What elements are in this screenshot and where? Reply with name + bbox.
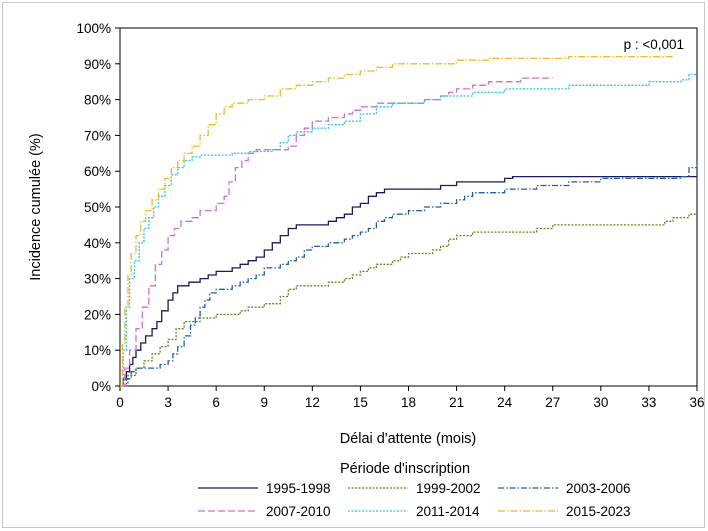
series-line-2003-2006 (120, 164, 698, 387)
plot-area (119, 27, 698, 387)
x-tick-label: 30 (593, 395, 608, 410)
y-tick-label: 20% (84, 307, 111, 322)
y-tick-label: 50% (84, 200, 111, 215)
x-tick-label: 21 (449, 395, 464, 410)
x-tick-label: 0 (116, 395, 124, 410)
legend-label-1999-2002: 1999-2002 (416, 481, 481, 496)
series-line-1999-2002 (120, 213, 697, 387)
x-tick-label: 9 (260, 395, 268, 410)
series-line-2015-2023 (120, 55, 673, 387)
series-line-2011-2014 (120, 73, 697, 387)
x-tick-label: 6 (212, 395, 220, 410)
y-tick-label: 60% (84, 164, 111, 179)
y-tick-label: 70% (84, 128, 111, 143)
x-tick-label: 18 (401, 395, 416, 410)
x-tick-label: 3 (164, 395, 172, 410)
y-tick-label: 80% (84, 93, 111, 108)
legend: 1995-1998 1999-2002 2003-2006 2007-2010 2011… (198, 481, 631, 519)
legend-label-1995-1998: 1995-1998 (266, 481, 331, 496)
legend-title: Période d'inscription (340, 461, 470, 477)
x-tick-label: 24 (497, 395, 513, 410)
y-tick-label: 10% (84, 343, 111, 358)
y-axis-title: Incidence cumulée (%) (28, 133, 44, 281)
p-value-annotation: p : <0,001 (624, 37, 684, 52)
y-axis: 0% 10% 20% 30% 40% 50% 60% 70% 80% 90% 100% (76, 21, 120, 394)
x-tick-label: 15 (353, 395, 368, 410)
y-tick-label: 40% (84, 236, 111, 251)
legend-label-2015-2023: 2015-2023 (566, 504, 631, 519)
y-tick-label: 90% (84, 57, 111, 72)
x-tick-label: 12 (305, 395, 320, 410)
x-axis-title: Délai d'attente (mois) (340, 431, 477, 447)
legend-label-2011-2014: 2011-2014 (416, 504, 480, 519)
series-line-1995-1998 (120, 175, 697, 387)
y-tick-label: 100% (76, 21, 111, 36)
legend-label-2003-2006: 2003-2006 (566, 481, 631, 496)
x-tick-label: 36 (689, 395, 704, 410)
x-tick-label: 33 (641, 395, 656, 410)
y-tick-label: 0% (91, 379, 111, 394)
y-tick-label: 30% (84, 272, 111, 287)
x-axis: 0 3 6 9 12 15 18 21 24 27 30 33 36 (116, 386, 705, 410)
series-layer (120, 55, 698, 387)
x-tick-label: 27 (545, 395, 560, 410)
legend-label-2007-2010: 2007-2010 (266, 504, 331, 519)
